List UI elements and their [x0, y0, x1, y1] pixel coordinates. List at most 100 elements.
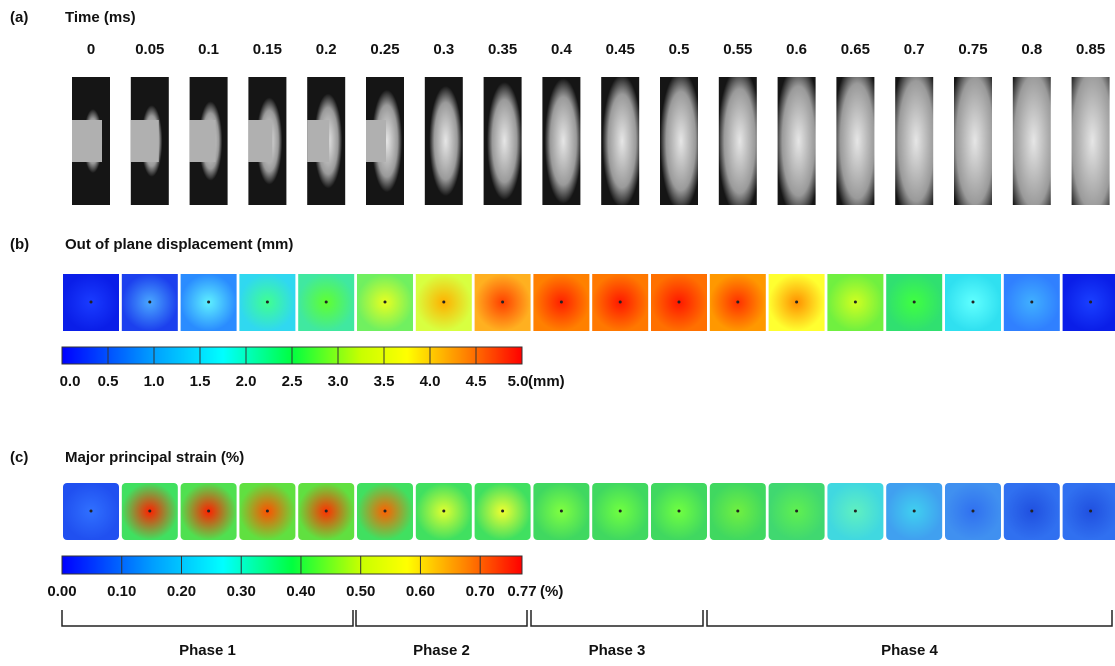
time-label: 0.45: [606, 41, 635, 58]
figure: (a) Time (ms) (b) Out of plane displacem…: [0, 0, 1115, 666]
center-marker: [736, 301, 739, 304]
phase-bracket: [531, 610, 703, 626]
time-label: 0.55: [723, 41, 752, 58]
video-frame: [601, 77, 639, 205]
center-marker: [560, 301, 563, 304]
panel-title: Major principal strain (%): [65, 449, 244, 466]
time-label: 0.65: [841, 41, 870, 58]
colorbar-label: 0.70: [466, 583, 495, 600]
video-frame: [836, 77, 874, 205]
colorbar-label: 5.0: [508, 373, 529, 390]
center-marker: [1089, 301, 1092, 304]
colorbar-unit: (mm): [528, 373, 565, 390]
phase-bracket: [707, 610, 1112, 626]
impactor: [248, 120, 272, 162]
time-label: 0.05: [135, 41, 164, 58]
center-marker: [384, 301, 387, 304]
center-marker: [795, 301, 798, 304]
video-frame: [484, 77, 522, 205]
time-label: 0.1: [198, 41, 219, 58]
time-label: 0.8: [1021, 41, 1042, 58]
colorbar-label: 1.0: [144, 373, 165, 390]
panel-label: (a): [10, 9, 28, 26]
center-marker: [1030, 301, 1033, 304]
video-frame: [778, 77, 816, 205]
colorbar-label: 0.40: [286, 583, 315, 600]
video-frame: [542, 77, 580, 205]
colorbar-label: 0.60: [406, 583, 435, 600]
time-label: 0: [87, 41, 95, 58]
center-marker: [442, 510, 445, 513]
strain-map: [1063, 483, 1115, 540]
center-marker: [266, 301, 269, 304]
time-label: 0.35: [488, 41, 517, 58]
impactor: [72, 120, 102, 162]
time-label: 0.6: [786, 41, 807, 58]
center-marker: [795, 510, 798, 513]
center-marker: [325, 301, 328, 304]
colorbar-label: 3.0: [328, 373, 349, 390]
time-label: 0.15: [253, 41, 282, 58]
center-marker: [442, 301, 445, 304]
video-frame: [1072, 77, 1110, 205]
colorbar-label: 2.5: [282, 373, 303, 390]
center-marker: [619, 510, 622, 513]
colorbar-unit: (%): [540, 583, 563, 600]
video-frame: [425, 77, 463, 205]
center-marker: [854, 510, 857, 513]
time-label: 0.5: [669, 41, 690, 58]
time-label: 0.3: [433, 41, 454, 58]
center-marker: [90, 510, 93, 513]
video-frame: [954, 77, 992, 205]
time-label: 0.7: [904, 41, 925, 58]
phase-label: Phase 4: [881, 642, 938, 659]
center-marker: [913, 301, 916, 304]
colorbar-label: 3.5: [374, 373, 395, 390]
colorbar-label: 0.50: [346, 583, 375, 600]
panel-label: (c): [10, 449, 28, 466]
colorbar-label: 0.77: [507, 583, 536, 600]
center-marker: [501, 510, 504, 513]
center-marker: [90, 301, 93, 304]
displacement-map: [1063, 274, 1115, 331]
center-marker: [207, 301, 210, 304]
video-frame: [1013, 77, 1051, 205]
center-marker: [854, 301, 857, 304]
colorbar-label: 0.10: [107, 583, 136, 600]
video-frame: [660, 77, 698, 205]
center-marker: [325, 510, 328, 513]
center-marker: [736, 510, 739, 513]
colorbar: [62, 556, 522, 574]
impactor: [366, 120, 386, 162]
center-marker: [384, 510, 387, 513]
colorbar-label: 0.30: [227, 583, 256, 600]
phase-label: Phase 1: [179, 642, 236, 659]
colorbar-label: 4.5: [466, 373, 487, 390]
impactor: [307, 120, 329, 162]
panel-title: Out of plane displacement (mm): [65, 236, 293, 253]
phase-label: Phase 3: [589, 642, 646, 659]
video-frame: [895, 77, 933, 205]
center-marker: [972, 510, 975, 513]
center-marker: [501, 301, 504, 304]
colorbar-label: 1.5: [190, 373, 211, 390]
colorbar-label: 0.5: [98, 373, 119, 390]
impactor: [131, 120, 159, 162]
center-marker: [678, 301, 681, 304]
phase-bracket: [62, 610, 353, 626]
colorbar-label: 2.0: [236, 373, 257, 390]
center-marker: [972, 301, 975, 304]
impactor: [190, 120, 216, 162]
time-label: 0.2: [316, 41, 337, 58]
time-label: 0.85: [1076, 41, 1105, 58]
center-marker: [148, 510, 151, 513]
time-label: 0.75: [958, 41, 987, 58]
center-marker: [207, 510, 210, 513]
phase-label: Phase 2: [413, 642, 470, 659]
time-label: 0.25: [370, 41, 399, 58]
center-marker: [560, 510, 563, 513]
colorbar-label: 0.0: [60, 373, 81, 390]
center-marker: [678, 510, 681, 513]
time-label: 0.4: [551, 41, 573, 58]
center-marker: [1030, 510, 1033, 513]
